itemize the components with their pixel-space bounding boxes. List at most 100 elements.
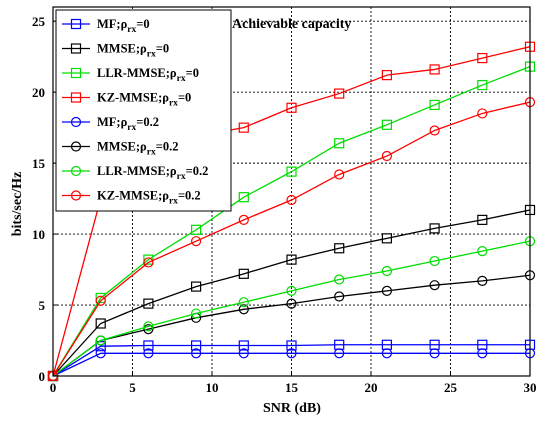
data-point xyxy=(429,280,440,291)
data-point xyxy=(143,254,154,265)
data-point xyxy=(191,340,202,351)
legend-label: LLR-MMSE;ρrx=0.2 xyxy=(97,164,208,182)
y-tick-label: 0 xyxy=(39,369,46,384)
data-point xyxy=(238,348,249,359)
data-point xyxy=(191,308,202,319)
data-point xyxy=(429,99,440,111)
x-tick-label: 15 xyxy=(285,380,299,395)
data-point xyxy=(381,119,392,130)
legend-label: MF;ρrx=0.2 xyxy=(97,115,159,133)
y-tick-label: 25 xyxy=(32,14,46,29)
legend-marker xyxy=(70,92,82,103)
data-point xyxy=(143,340,154,351)
legend-label: MF;ρrx=0 xyxy=(97,17,150,35)
legend-item: MMSE;ρrx=0 xyxy=(62,42,169,60)
data-point xyxy=(238,297,249,308)
data-point xyxy=(477,275,488,287)
legend-marker xyxy=(70,141,82,152)
x-tick-label: 0 xyxy=(50,380,57,395)
data-point xyxy=(334,348,345,359)
data-point xyxy=(477,108,488,119)
chart-title: Achievable capacity xyxy=(232,17,351,32)
data-point xyxy=(334,274,345,285)
series-line xyxy=(52,101,531,377)
legend-label: KZ-MMSE;ρrx=0 xyxy=(97,91,191,109)
data-point xyxy=(286,194,297,206)
series-line xyxy=(52,209,531,377)
data-point xyxy=(95,295,106,306)
data-point xyxy=(286,298,297,309)
data-point xyxy=(143,257,154,268)
y-tick-label: 10 xyxy=(32,227,45,242)
data-point xyxy=(429,223,440,234)
data-point xyxy=(143,348,154,359)
x-axis-label: SNR (dB) xyxy=(263,401,321,416)
data-point xyxy=(477,214,488,225)
data-point xyxy=(143,324,154,335)
legend: MF;ρrx=0 MMSE;ρrx=0 LLR-MMSE;ρrx=0 KZ-MMSE;… xyxy=(55,9,232,212)
x-tick-label: 10 xyxy=(206,380,219,395)
series-line xyxy=(52,66,531,377)
data-point xyxy=(477,348,488,359)
data-point xyxy=(477,246,488,257)
legend-item: LLR-MMSE;ρrx=0 xyxy=(62,66,199,84)
data-point xyxy=(95,318,106,329)
legend-marker xyxy=(70,165,82,177)
data-point xyxy=(238,214,249,225)
data-point xyxy=(381,70,392,81)
y-tick-label: 5 xyxy=(39,298,46,313)
x-tick-label: 5 xyxy=(129,380,136,395)
data-point xyxy=(95,341,106,352)
data-point xyxy=(286,285,297,296)
data-point xyxy=(286,348,297,359)
data-point xyxy=(477,52,488,64)
data-point xyxy=(429,255,440,267)
x-tick-label: 30 xyxy=(524,380,537,395)
legend-label: MMSE;ρrx=0.2 xyxy=(97,140,178,158)
data-point xyxy=(381,265,392,277)
data-point xyxy=(429,125,440,136)
data-point xyxy=(334,88,345,99)
data-point xyxy=(143,321,154,332)
legend-box xyxy=(55,9,232,212)
legend-marker xyxy=(70,190,82,201)
data-point xyxy=(429,64,440,75)
series-line xyxy=(52,344,530,377)
legend-item: MF;ρrx=0.2 xyxy=(62,115,159,133)
y-axis-label: bits/sec/Hz xyxy=(10,172,25,237)
y-tick-label: 20 xyxy=(32,85,45,100)
x-tick-label: 25 xyxy=(444,380,458,395)
legend-marker xyxy=(70,116,82,128)
data-point xyxy=(477,79,488,91)
data-point xyxy=(334,169,345,180)
data-point xyxy=(238,192,249,203)
data-point xyxy=(95,335,106,346)
data-point xyxy=(143,298,154,309)
series-line xyxy=(52,240,531,377)
data-point xyxy=(334,138,345,149)
data-point xyxy=(286,340,297,351)
data-point xyxy=(286,254,297,265)
axis-ticks: 0 5 10 15 20 25 30 0 5 10 15 20 25 xyxy=(32,14,537,395)
legend-label: LLR-MMSE;ρrx=0 xyxy=(97,66,199,84)
data-point xyxy=(191,236,202,247)
data-point xyxy=(381,348,392,359)
series-line xyxy=(52,274,531,377)
legend-label: KZ-MMSE;ρrx=0.2 xyxy=(97,189,201,207)
data-point xyxy=(381,150,392,162)
data-point xyxy=(238,340,249,351)
data-point xyxy=(238,268,249,279)
data-point xyxy=(191,281,202,292)
legend-marker xyxy=(70,67,82,79)
series-line xyxy=(52,352,530,377)
data-point xyxy=(381,233,392,244)
data-point xyxy=(238,304,249,315)
data-point xyxy=(238,122,249,133)
legend-item: MMSE;ρrx=0.2 xyxy=(62,140,178,158)
data-point xyxy=(429,348,440,359)
data-point xyxy=(334,243,345,254)
data-point xyxy=(95,348,106,359)
legend-item: KZ-MMSE;ρrx=0.2 xyxy=(62,189,201,207)
legend-marker xyxy=(70,18,82,30)
